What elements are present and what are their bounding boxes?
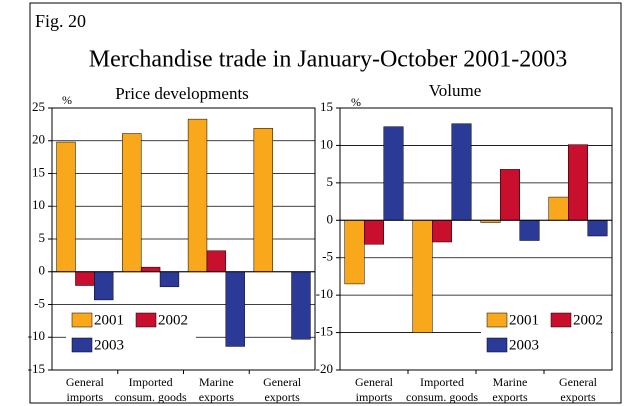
y-tick-label: -5 — [322, 249, 333, 264]
legend-label: 2001 — [94, 312, 124, 328]
bar — [344, 220, 365, 285]
bar — [225, 271, 245, 347]
y-tick-label: -5 — [34, 295, 45, 310]
y-tick-label: 0 — [39, 263, 46, 278]
frame — [29, 2, 622, 404]
bar — [548, 196, 569, 221]
chart-title: Volume — [429, 81, 482, 100]
bar — [568, 144, 588, 221]
x-tick-label: Marine — [199, 375, 234, 389]
legend-label: 2003 — [509, 337, 539, 353]
bar — [500, 169, 520, 221]
legend-swatch — [71, 337, 93, 353]
y-tick-label: 20 — [32, 132, 45, 147]
x-tick-label: exports — [264, 390, 300, 404]
x-tick-label: consum. goods — [115, 390, 187, 404]
y-tick-label: 25 — [32, 99, 45, 114]
legend-swatch — [486, 337, 508, 353]
y-tick-label: -15 — [316, 324, 333, 339]
y-tick-label: 10 — [320, 136, 333, 151]
x-tick-label: exports — [199, 390, 235, 404]
x-tick-label: imports — [356, 390, 393, 404]
legend-swatch — [71, 312, 93, 328]
y-tick-label: 10 — [32, 197, 45, 212]
legend-swatch — [550, 312, 572, 328]
x-tick-label: imports — [67, 390, 104, 404]
y-tick-label: 0 — [327, 211, 334, 226]
bar — [519, 220, 540, 241]
legend-label: 2001 — [509, 312, 539, 328]
y-axis-label: % — [62, 93, 72, 107]
legend-swatch — [486, 312, 508, 328]
bar — [206, 250, 227, 272]
y-tick-label: 15 — [32, 164, 45, 179]
y-axis-label: % — [351, 95, 361, 109]
bar — [94, 271, 114, 301]
bar — [587, 220, 608, 237]
x-tick-label: Imported — [129, 375, 173, 389]
y-tick-label: -10 — [316, 286, 333, 301]
y-tick-label: -15 — [28, 361, 45, 376]
bar — [122, 133, 142, 272]
legend-label: 2002 — [158, 312, 188, 328]
legend-swatch — [135, 312, 157, 328]
bar — [451, 123, 472, 221]
bar — [291, 271, 311, 340]
y-tick-label: 15 — [320, 99, 333, 114]
legend-label: 2002 — [573, 312, 603, 328]
x-tick-label: General — [559, 375, 598, 389]
x-tick-label: consum. goods — [406, 390, 478, 404]
bar — [56, 141, 76, 272]
bar — [432, 220, 452, 243]
y-tick-label: -10 — [28, 328, 45, 343]
bar — [159, 271, 180, 288]
bar — [383, 126, 404, 221]
y-tick-label: 5 — [39, 230, 46, 245]
x-tick-label: exports — [560, 390, 596, 404]
x-tick-label: Marine — [493, 375, 528, 389]
x-tick-label: Imported — [420, 375, 464, 389]
figure-label: Fig. 20 — [35, 11, 86, 31]
x-tick-label: General — [263, 375, 302, 389]
y-tick-label: -20 — [316, 361, 333, 376]
x-tick-label: General — [355, 375, 394, 389]
bar — [75, 271, 95, 286]
y-tick-label: 5 — [327, 174, 334, 189]
x-tick-label: General — [66, 375, 105, 389]
chart-title: Price developments — [115, 84, 249, 103]
bar — [412, 220, 433, 333]
bar — [253, 128, 273, 272]
main-title: Merchandise trade in January-October 200… — [89, 47, 568, 73]
legend-label: 2003 — [94, 337, 124, 353]
bar — [140, 266, 161, 273]
x-tick-label: exports — [492, 390, 528, 404]
bar — [187, 118, 208, 273]
bar — [364, 220, 384, 245]
